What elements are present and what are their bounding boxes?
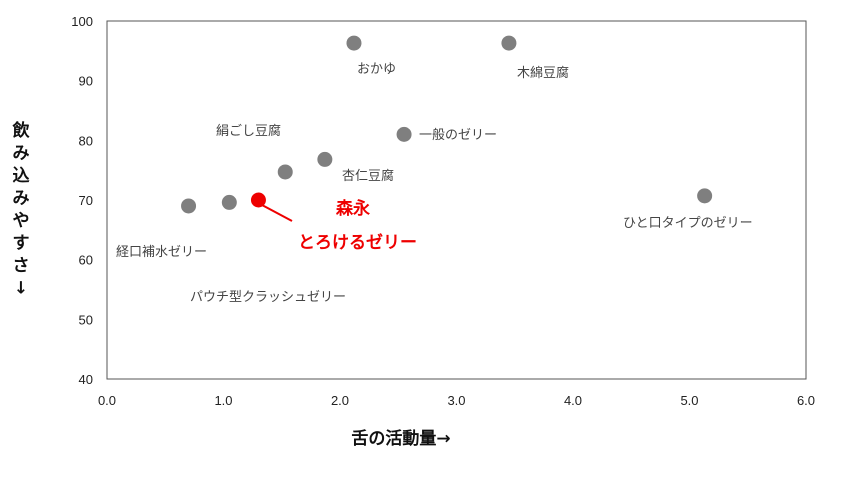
annotation-hitokuchi-jelly: ひと口タイプのゼリー: [623, 216, 753, 231]
data-point: [277, 164, 293, 180]
annotation-morinaga: 森永: [336, 198, 370, 219]
y-tick-label: 70: [79, 193, 93, 208]
x-tick-label: 0.0: [98, 393, 116, 408]
annotation-annin-tofu: 杏仁豆腐: [342, 169, 394, 184]
annotation-okayu: おかゆ: [357, 62, 396, 77]
y-tick-label: 50: [79, 312, 93, 327]
data-point: [697, 188, 713, 204]
y-tick-labels: 40 50 60 70 80 90 100: [71, 14, 93, 387]
y-axis-title: 飲み込みやすさ↓: [12, 120, 31, 299]
data-point: [501, 35, 517, 51]
annotation-kinugoshi-tofu: 絹ごし豆腐: [216, 123, 281, 139]
data-point: [346, 35, 362, 51]
annotation-keiko-hosui-jelly: 経口補水ゼリー: [116, 245, 207, 260]
x-tick-label: 2.0: [331, 393, 349, 408]
data-point: [221, 194, 237, 210]
y-tick-label: 90: [79, 74, 93, 89]
x-tick-label: 4.0: [564, 393, 582, 408]
data-point: [181, 198, 197, 214]
y-tick-label: 80: [79, 133, 93, 148]
x-axis-title: 舌の活動量→: [351, 428, 450, 449]
annotation-ippan-jelly: 一般のゼリー: [419, 127, 497, 143]
highlight-leader-line: [261, 204, 293, 222]
x-tick-label: 5.0: [680, 393, 698, 408]
y-tick-label: 40: [79, 372, 93, 387]
annotation-pouch-crush-jelly: パウチ型クラッシュゼリー: [190, 290, 346, 305]
x-tick-label: 6.0: [797, 393, 815, 408]
data-point: [317, 151, 333, 167]
x-tick-label: 3.0: [447, 393, 465, 408]
y-tick-label: 100: [71, 14, 93, 29]
y-tick-label: 60: [79, 253, 93, 268]
x-tick-labels: 0.0 1.0 2.0 3.0 4.0 5.0 6.0: [98, 393, 815, 408]
annotation-momen-tofu: 木綿豆腐: [517, 66, 569, 81]
data-point: [396, 126, 412, 142]
data-points: [181, 35, 713, 214]
x-tick-label: 1.0: [214, 393, 232, 408]
annotation-torokeru-jelly: とろけるゼリー: [298, 232, 417, 253]
highlight-point: [250, 192, 266, 208]
